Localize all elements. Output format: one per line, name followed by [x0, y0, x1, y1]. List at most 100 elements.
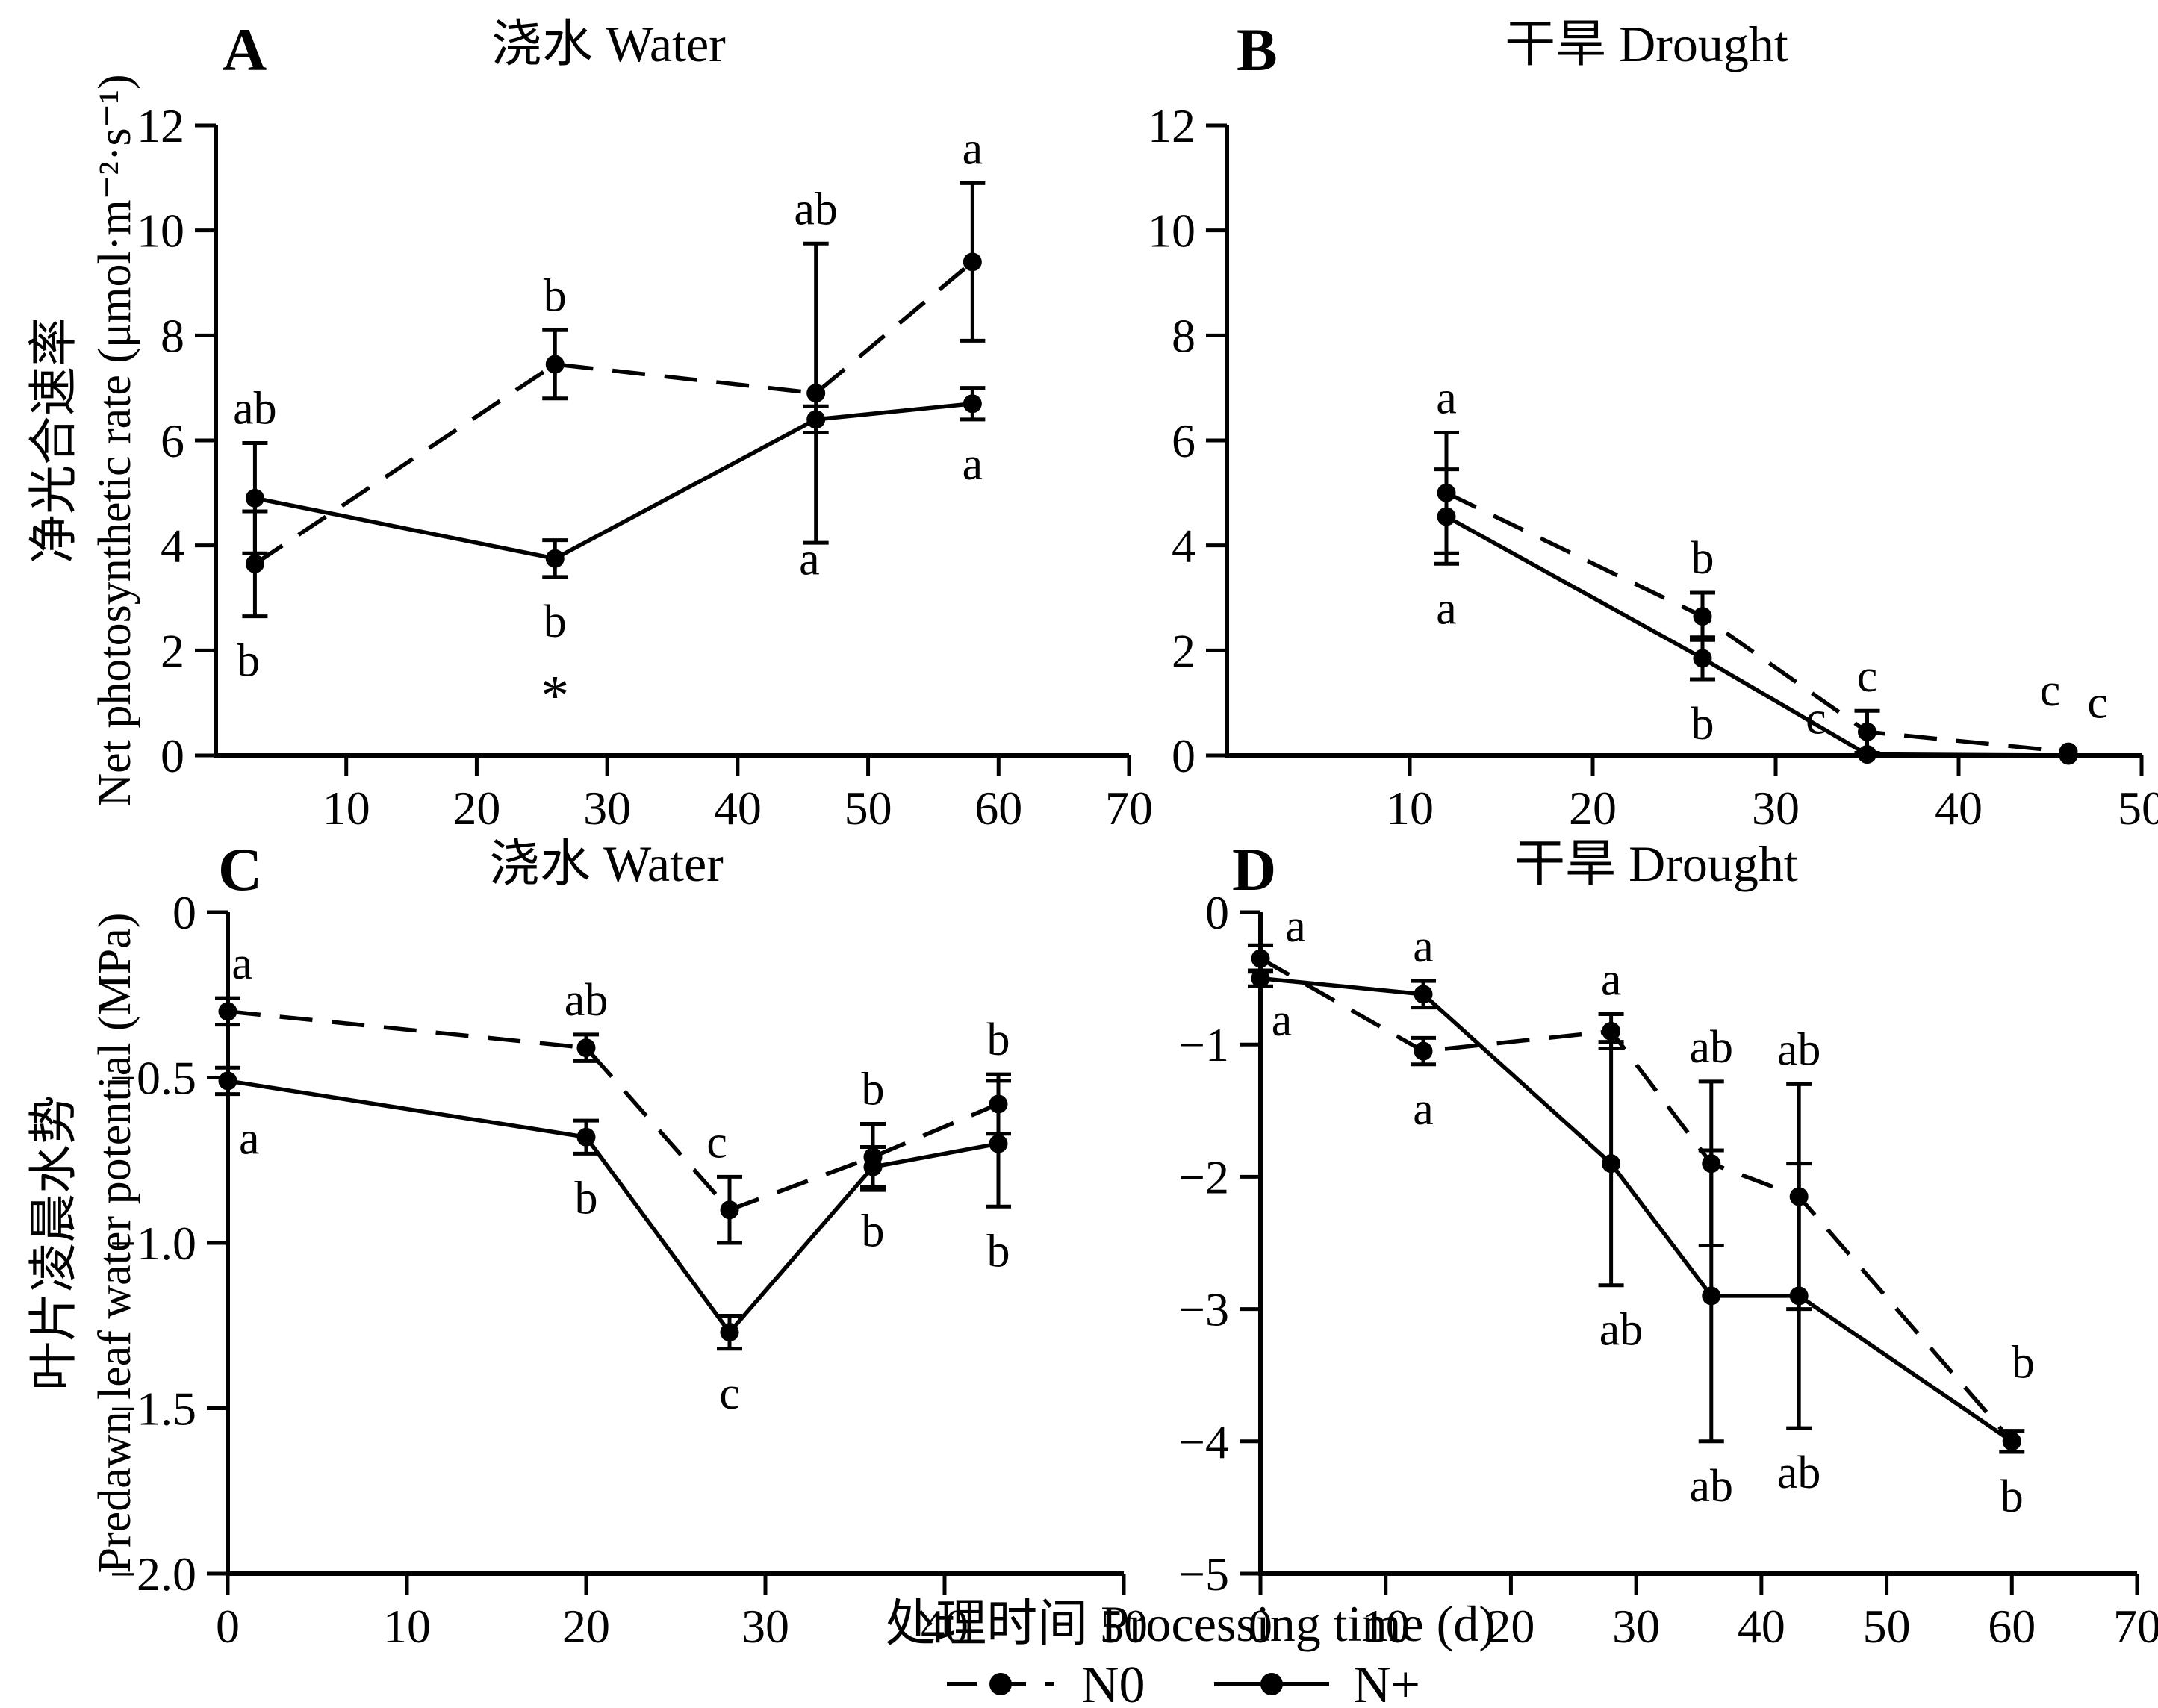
series-N+: ab c c	[1434, 467, 2108, 765]
significance-label: b	[987, 1226, 1010, 1277]
data-point-marker	[1693, 607, 1712, 626]
y-tick-label: 2	[1172, 624, 1195, 677]
data-point-marker	[1437, 507, 1456, 526]
significance-label: a	[239, 1114, 260, 1165]
legend-marker-N+	[1260, 1673, 1283, 1695]
y-tick-label: 8	[1172, 309, 1195, 362]
series-line-N+	[1260, 976, 2013, 1444]
series-line-N+	[254, 402, 973, 561]
significance-label: a	[1413, 1084, 1434, 1135]
data-point-marker	[1251, 949, 1270, 968]
x-tick-label: 10	[1362, 1600, 1410, 1653]
y-axis-title-en-row0: Net photosynthetic rate (μmol·m⁻²·s⁻¹)	[90, 74, 140, 806]
significance-label: a	[963, 123, 983, 174]
data-point-marker	[576, 1038, 596, 1058]
data-point-marker	[218, 1071, 237, 1091]
legend: N0 N+	[947, 1656, 1420, 1708]
data-point-marker	[720, 1323, 739, 1342]
series-line-N0	[1445, 490, 2069, 754]
data-point-marker	[1789, 1286, 1809, 1306]
data-point-marker	[1602, 1021, 1621, 1041]
significance-label: c	[706, 1117, 727, 1168]
x-tick-label: 60	[1988, 1600, 2036, 1653]
y-axis-title-en: Predawn leaf water potential (MPa)	[90, 913, 140, 1574]
significance-label: b	[987, 1014, 1010, 1065]
y-tick-label: 4	[1172, 520, 1195, 573]
significance-label: ab	[1777, 1447, 1821, 1498]
significance-label: ab	[233, 384, 277, 434]
y-axis-title-zh: 净光合速率	[27, 317, 81, 564]
x-tick-label: 0	[216, 1600, 240, 1653]
y-axis-title-zh-row0: 净光合速率	[27, 317, 81, 564]
legend-label-N0: N0	[1081, 1656, 1145, 1708]
significance-label: c	[2040, 665, 2061, 716]
y-tick-label: 8	[161, 309, 184, 362]
significance-label: ab	[794, 184, 838, 234]
x-tick-label: 50	[2118, 782, 2158, 835]
x-tick-label: 30	[741, 1600, 789, 1653]
y-tick-label: 0	[161, 729, 184, 782]
x-tick-label: 10	[383, 1600, 431, 1653]
y-tick-label: −1.0	[110, 1217, 196, 1270]
y-tick-label: −1	[1178, 1018, 1229, 1071]
significance-label: a	[1413, 921, 1434, 972]
y-tick-label: 12	[1148, 99, 1195, 152]
data-point-marker	[963, 252, 982, 272]
y-tick-label: 0	[1172, 729, 1195, 782]
data-point-marker	[863, 1157, 883, 1176]
x-tick-label: 30	[1612, 1600, 1660, 1653]
y-axis-title-en: Net photosynthetic rate (μmol·m⁻²·s⁻¹)	[90, 74, 140, 806]
significance-asterisk: *	[541, 664, 569, 727]
significance-label: b	[237, 636, 260, 687]
y-tick-label: −5	[1178, 1548, 1229, 1601]
series-line-N0	[253, 260, 974, 566]
x-axis-title: 处理时间 Processing time (d)	[885, 1595, 1496, 1652]
y-tick-label: 4	[161, 520, 184, 573]
panel-letter: C	[218, 835, 262, 903]
y-tick-label: 0	[1205, 886, 1229, 939]
y-tick-label: 2	[161, 624, 184, 677]
data-point-marker	[720, 1200, 739, 1220]
data-point-marker	[1414, 985, 1433, 1004]
significance-label: b	[2000, 1471, 2024, 1522]
data-point-marker	[2059, 746, 2078, 765]
data-point-marker	[1702, 1286, 1721, 1306]
data-point-marker	[1414, 1041, 1433, 1061]
panel-title: 干旱 Drought	[1505, 16, 1788, 72]
data-point-marker	[806, 384, 826, 403]
x-tick-label: 20	[453, 782, 500, 835]
y-axis-title-en-row1: Predawn leaf water potential (MPa)	[90, 913, 140, 1574]
data-point-marker	[1858, 745, 1876, 764]
y-tick-label: −2.0	[110, 1548, 196, 1601]
significance-label: b	[862, 1065, 885, 1115]
x-tick-label: 10	[323, 782, 370, 835]
series-N+: a b c b b	[215, 1065, 1011, 1419]
significance-label: b	[544, 596, 567, 647]
series-N0: b b ab a	[237, 123, 986, 687]
significance-label: c	[1857, 651, 1878, 702]
significance-label: b	[2012, 1338, 2035, 1388]
x-tick-label: 50	[845, 782, 892, 835]
y-tick-label: 12	[137, 99, 184, 152]
data-point-marker	[806, 410, 826, 429]
significance-label: a	[1436, 373, 1457, 423]
y-axis-title-zh: 叶片凌晨水势	[27, 1095, 81, 1391]
significance-label: c	[2087, 677, 2108, 728]
data-point-marker	[2002, 1432, 2021, 1451]
x-tick-label: 40	[1738, 1600, 1785, 1653]
series-line-N0	[1259, 956, 2014, 1443]
y-tick-label: 10	[1148, 205, 1195, 258]
data-point-marker	[989, 1134, 1008, 1153]
x-tick-label: 20	[1487, 1600, 1534, 1653]
panel-letter: A	[223, 16, 267, 84]
panel-letter: B	[1237, 16, 1278, 84]
y-axis-title-zh-row1: 叶片凌晨水势	[27, 1095, 81, 1391]
significance-label: a	[1272, 995, 1293, 1046]
data-point-marker	[1693, 649, 1712, 668]
panel-A: 0 2 4 6 8 10 12 10 20 30 40 50 60 70 A 浇水 Water b b ab a ab b…	[137, 16, 1153, 835]
series-N+: ab b * a a	[233, 384, 986, 727]
